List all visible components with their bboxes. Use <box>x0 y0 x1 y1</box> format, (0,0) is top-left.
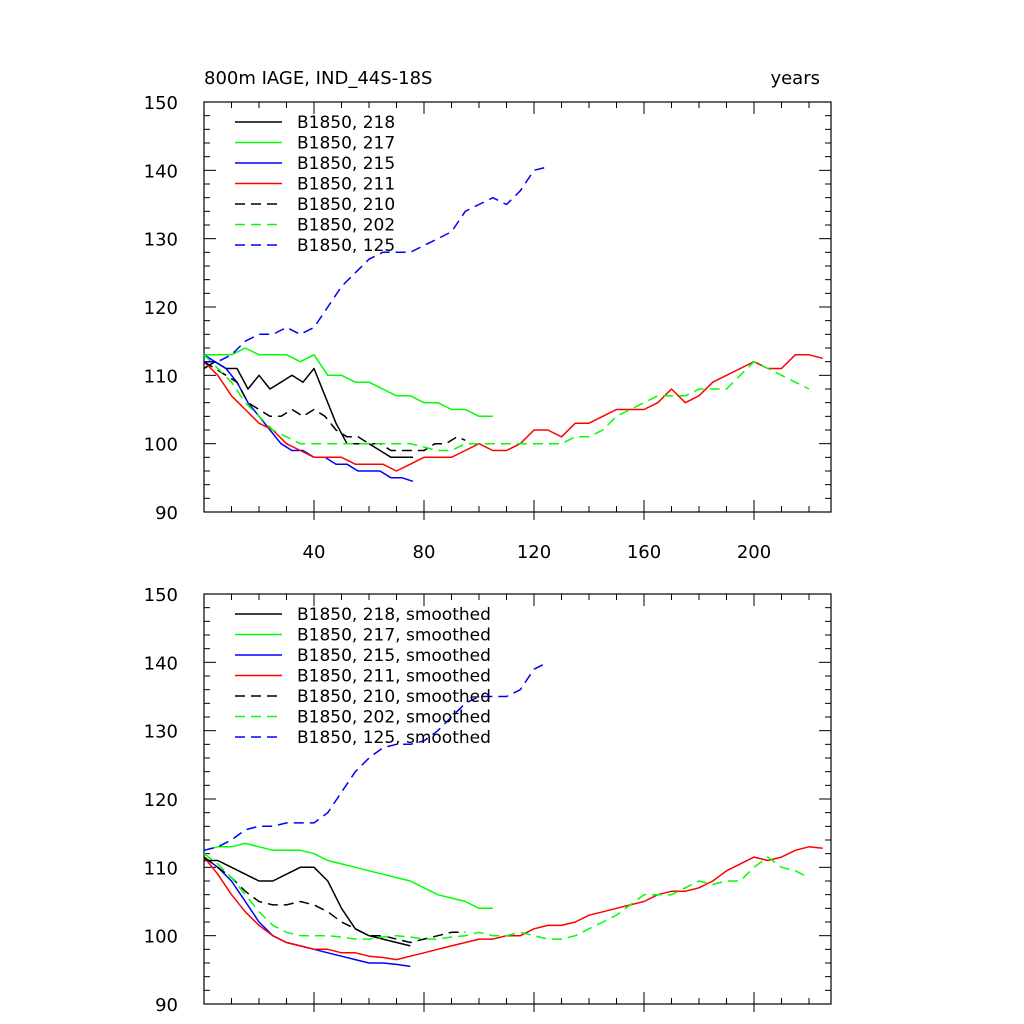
series-line <box>203 361 466 452</box>
series-line <box>203 856 466 944</box>
legend-entry: B1850, 210, smoothed <box>297 687 491 707</box>
y-tick-label: 100 <box>144 435 178 456</box>
y-tick-label: 100 <box>144 927 178 948</box>
y-tick-label: 120 <box>144 298 178 319</box>
legend-entry: B1850, 211 <box>297 175 395 195</box>
y-tick-label: 110 <box>144 366 178 387</box>
series-line <box>203 354 810 452</box>
y-tick-label: 150 <box>144 93 178 114</box>
x-tick-label: 120 <box>517 542 551 563</box>
y-tick-label: 130 <box>144 230 178 251</box>
legend-entry: B1850, 217, smoothed <box>297 626 491 646</box>
legend-entry: B1850, 215 <box>297 154 395 174</box>
y-tick-label: 130 <box>144 722 178 743</box>
legend-entry: B1850, 215, smoothed <box>297 646 491 666</box>
legend-entry: B1850, 202, smoothed <box>297 708 491 728</box>
series-line <box>204 166 548 363</box>
y-tick-label: 150 <box>144 585 178 606</box>
bottom-panel: 90 100 110 120 130 140 150 B1850, 218, smoothed… <box>144 585 832 1016</box>
series-line <box>203 354 414 483</box>
x-tick-label: 160 <box>627 542 661 563</box>
y-tick-label: 90 <box>155 995 178 1016</box>
y-tick-label: 140 <box>144 161 178 182</box>
top-panel: 90 100 110 120 130 140 150 40 80 120 160 200 B1850, … <box>144 93 832 563</box>
series-line <box>203 360 413 459</box>
legend-entry: B1850, 125 <box>297 236 395 256</box>
series-line <box>203 354 823 472</box>
y-tick-label: 140 <box>144 653 178 674</box>
y-tick-label: 120 <box>144 790 178 811</box>
legend-entry: B1850, 210 <box>297 195 395 215</box>
x-tick-label: 200 <box>737 542 771 563</box>
chart-title: 800m IAGE, IND_44S-18S <box>204 68 432 89</box>
series-line <box>203 846 823 961</box>
series-line <box>204 859 411 947</box>
legend-entry: B1850, 218 <box>297 113 395 133</box>
y-tick-label: 110 <box>144 858 178 879</box>
y-tick-label: 90 <box>155 503 178 524</box>
x-tick-label: 40 <box>303 542 326 563</box>
units-label: years <box>770 68 820 89</box>
series-line <box>203 842 493 910</box>
series-line <box>204 347 493 418</box>
series-line <box>203 853 810 940</box>
legend-entry: B1850, 217 <box>297 134 395 154</box>
legend-entry: B1850, 125, smoothed <box>297 728 491 748</box>
legend-entry: B1850, 218, smoothed <box>297 605 491 625</box>
legend-entry: B1850, 202 <box>297 216 395 236</box>
series-line <box>203 661 549 852</box>
x-tick-label: 80 <box>413 542 436 563</box>
legend-entry: B1850, 211, smoothed <box>297 667 491 687</box>
